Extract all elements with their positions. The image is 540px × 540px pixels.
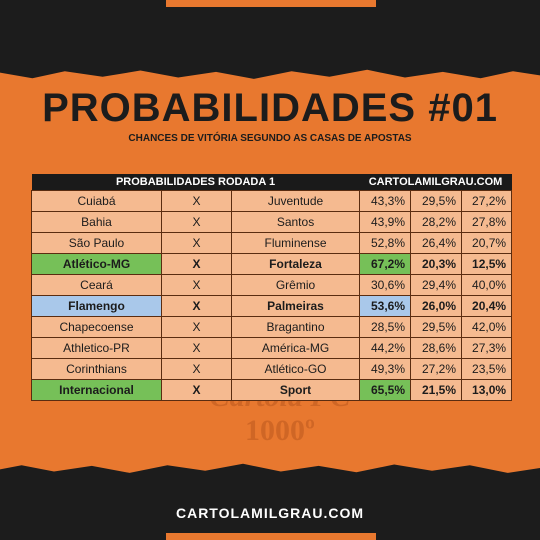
home-win-prob-cell: 65,5% [359, 379, 412, 401]
home-team-cell: Internacional [31, 379, 162, 401]
draw-prob-cell: 28,2% [410, 211, 463, 233]
away-win-prob-cell: 40,0% [461, 274, 513, 296]
table-title-right: CARTOLAMILGRAU.COM [359, 174, 512, 191]
watermark-line-2: 1000º [245, 414, 315, 447]
home-win-prob-cell: 43,9% [359, 211, 412, 233]
versus-cell: X [161, 337, 232, 359]
home-win-prob-cell: 53,6% [359, 295, 412, 317]
away-team-cell: Santos [230, 211, 361, 233]
top-dark-band [0, 0, 540, 80]
home-win-prob-cell: 43,3% [359, 190, 412, 212]
table-row: Flamengo X Palmeiras 53,6% 26,0% 20,4% [31, 295, 513, 317]
home-team-cell: Chapecoense [31, 316, 162, 338]
versus-cell: X [161, 358, 232, 380]
away-team-cell: Atlético-GO [230, 358, 361, 380]
versus-cell: X [161, 316, 232, 338]
versus-cell: X [161, 253, 232, 275]
away-win-prob-cell: 12,5% [461, 253, 513, 275]
away-team-cell: América-MG [230, 337, 361, 359]
away-team-cell: Fortaleza [230, 253, 361, 275]
draw-prob-cell: 21,5% [410, 379, 463, 401]
versus-cell: X [161, 295, 232, 317]
away-win-prob-cell: 13,0% [461, 379, 513, 401]
away-team-cell: Palmeiras [230, 295, 361, 317]
home-win-prob-cell: 67,2% [359, 253, 412, 275]
home-team-cell: Ceará [31, 274, 162, 296]
versus-cell: X [161, 232, 232, 254]
home-team-cell: Flamengo [31, 295, 162, 317]
table-row: Ceará X Grêmio 30,6% 29,4% 40,0% [31, 274, 513, 296]
home-team-cell: São Paulo [31, 232, 162, 254]
table-row: Internacional X Sport 65,5% 21,5% 13,0% [31, 379, 513, 401]
table-row: São Paulo X Fluminense 52,8% 26,4% 20,7% [31, 232, 513, 254]
home-team-cell: Bahia [31, 211, 162, 233]
footer-site: CARTOLAMILGRAU.COM [175, 505, 365, 521]
home-win-prob-cell: 30,6% [359, 274, 412, 296]
table-row: Bahia X Santos 43,9% 28,2% 27,8% [31, 211, 513, 233]
table-title-left: PROBABILIDADES RODADA 1 [31, 174, 360, 191]
table-row: Corinthians X Atlético-GO 49,3% 27,2% 23,5% [31, 358, 513, 380]
table-row: Chapecoense X Bragantino 28,5% 29,5% 42,0% [31, 316, 513, 338]
draw-prob-cell: 26,0% [410, 295, 463, 317]
away-team-cell: Bragantino [230, 316, 361, 338]
away-win-prob-cell: 23,5% [461, 358, 513, 380]
versus-cell: X [161, 190, 232, 212]
home-win-prob-cell: 52,8% [359, 232, 412, 254]
away-win-prob-cell: 27,8% [461, 211, 513, 233]
home-win-prob-cell: 44,2% [359, 337, 412, 359]
home-team-cell: Athletico-PR [31, 337, 162, 359]
home-team-cell: Atlético-MG [31, 253, 162, 275]
versus-cell: X [161, 274, 232, 296]
versus-cell: X [161, 211, 232, 233]
table-row: Atlético-MG X Fortaleza 67,2% 20,3% 12,5% [31, 253, 513, 275]
probabilities-table: PROBABILIDADES RODADA 1 CARTOLAMILGRAU.C… [31, 174, 513, 401]
page-subtitle: CHANCES DE VITÓRIA SEGUNDO AS CASAS DE A… [128, 133, 412, 144]
page-title: PROBABILIDADES #01 [42, 86, 498, 130]
away-win-prob-cell: 20,4% [461, 295, 513, 317]
away-win-prob-cell: 42,0% [461, 316, 513, 338]
table-header-row: PROBABILIDADES RODADA 1 CARTOLAMILGRAU.C… [31, 174, 512, 191]
draw-prob-cell: 28,6% [410, 337, 463, 359]
home-win-prob-cell: 49,3% [359, 358, 412, 380]
draw-prob-cell: 29,4% [410, 274, 463, 296]
away-team-cell: Grêmio [230, 274, 361, 296]
away-win-prob-cell: 20,7% [461, 232, 513, 254]
table-row: Athletico-PR X América-MG 44,2% 28,6% 27,3% [31, 337, 513, 359]
home-team-cell: Corinthians [31, 358, 162, 380]
bottom-accent-bar [166, 533, 376, 540]
home-team-cell: Cuiabá [31, 190, 162, 212]
away-win-prob-cell: 27,3% [461, 337, 513, 359]
away-team-cell: Fluminense [230, 232, 361, 254]
draw-prob-cell: 20,3% [410, 253, 463, 275]
draw-prob-cell: 29,5% [410, 190, 463, 212]
table-row: Cuiabá X Juventude 43,3% 29,5% 27,2% [31, 190, 513, 212]
draw-prob-cell: 26,4% [410, 232, 463, 254]
bottom-dark-band [0, 462, 540, 540]
away-team-cell: Juventude [230, 190, 361, 212]
versus-cell: X [161, 379, 232, 401]
top-accent-bar [166, 0, 376, 7]
draw-prob-cell: 29,5% [410, 316, 463, 338]
draw-prob-cell: 27,2% [410, 358, 463, 380]
away-win-prob-cell: 27,2% [461, 190, 513, 212]
away-team-cell: Sport [230, 379, 361, 401]
home-win-prob-cell: 28,5% [359, 316, 412, 338]
